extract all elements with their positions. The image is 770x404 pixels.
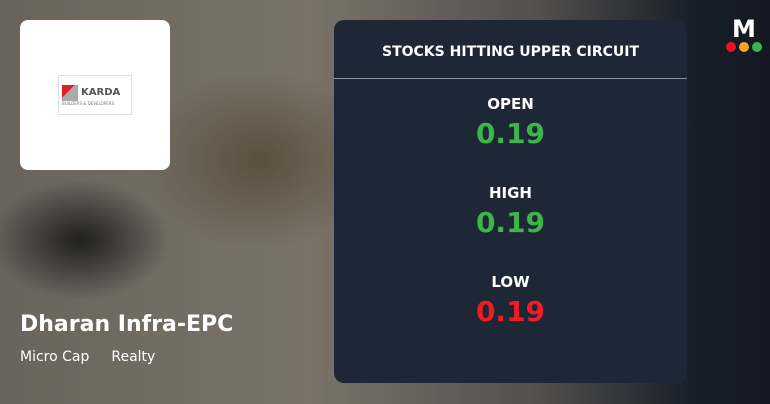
company-logo: KARDA BUILDERS & DEVELOPERS [58,75,132,115]
company-tags: Micro Cap Realty [20,349,155,365]
low-label: LOW [491,273,530,291]
logo-text: KARDA [81,87,121,98]
company-name: Dharan Infra-EPC [20,312,234,337]
low-value: 0.19 [475,295,546,328]
red-dot-icon [726,42,736,52]
high-label: HIGH [488,184,532,202]
brand-letter: M [732,15,756,43]
panel-title: STOCKS HITTING UPPER CIRCUIT [334,20,687,79]
high-value: 0.19 [475,206,546,239]
company-logo-card: KARDA BUILDERS & DEVELOPERS [20,20,170,170]
orange-dot-icon [739,42,749,52]
green-dot-icon [752,42,762,52]
open-label: OPEN [487,95,534,113]
logo-subtext: BUILDERS & DEVELOPERS [62,100,115,106]
market-cap-tag: Micro Cap [20,349,90,365]
sector-tag: Realty [111,349,156,365]
open-value: 0.19 [475,117,546,150]
brand-logo: M [724,15,764,52]
circuit-panel: STOCKS HITTING UPPER CIRCUIT OPEN 0.19 H… [334,20,687,383]
logo-mark-icon [62,84,78,101]
